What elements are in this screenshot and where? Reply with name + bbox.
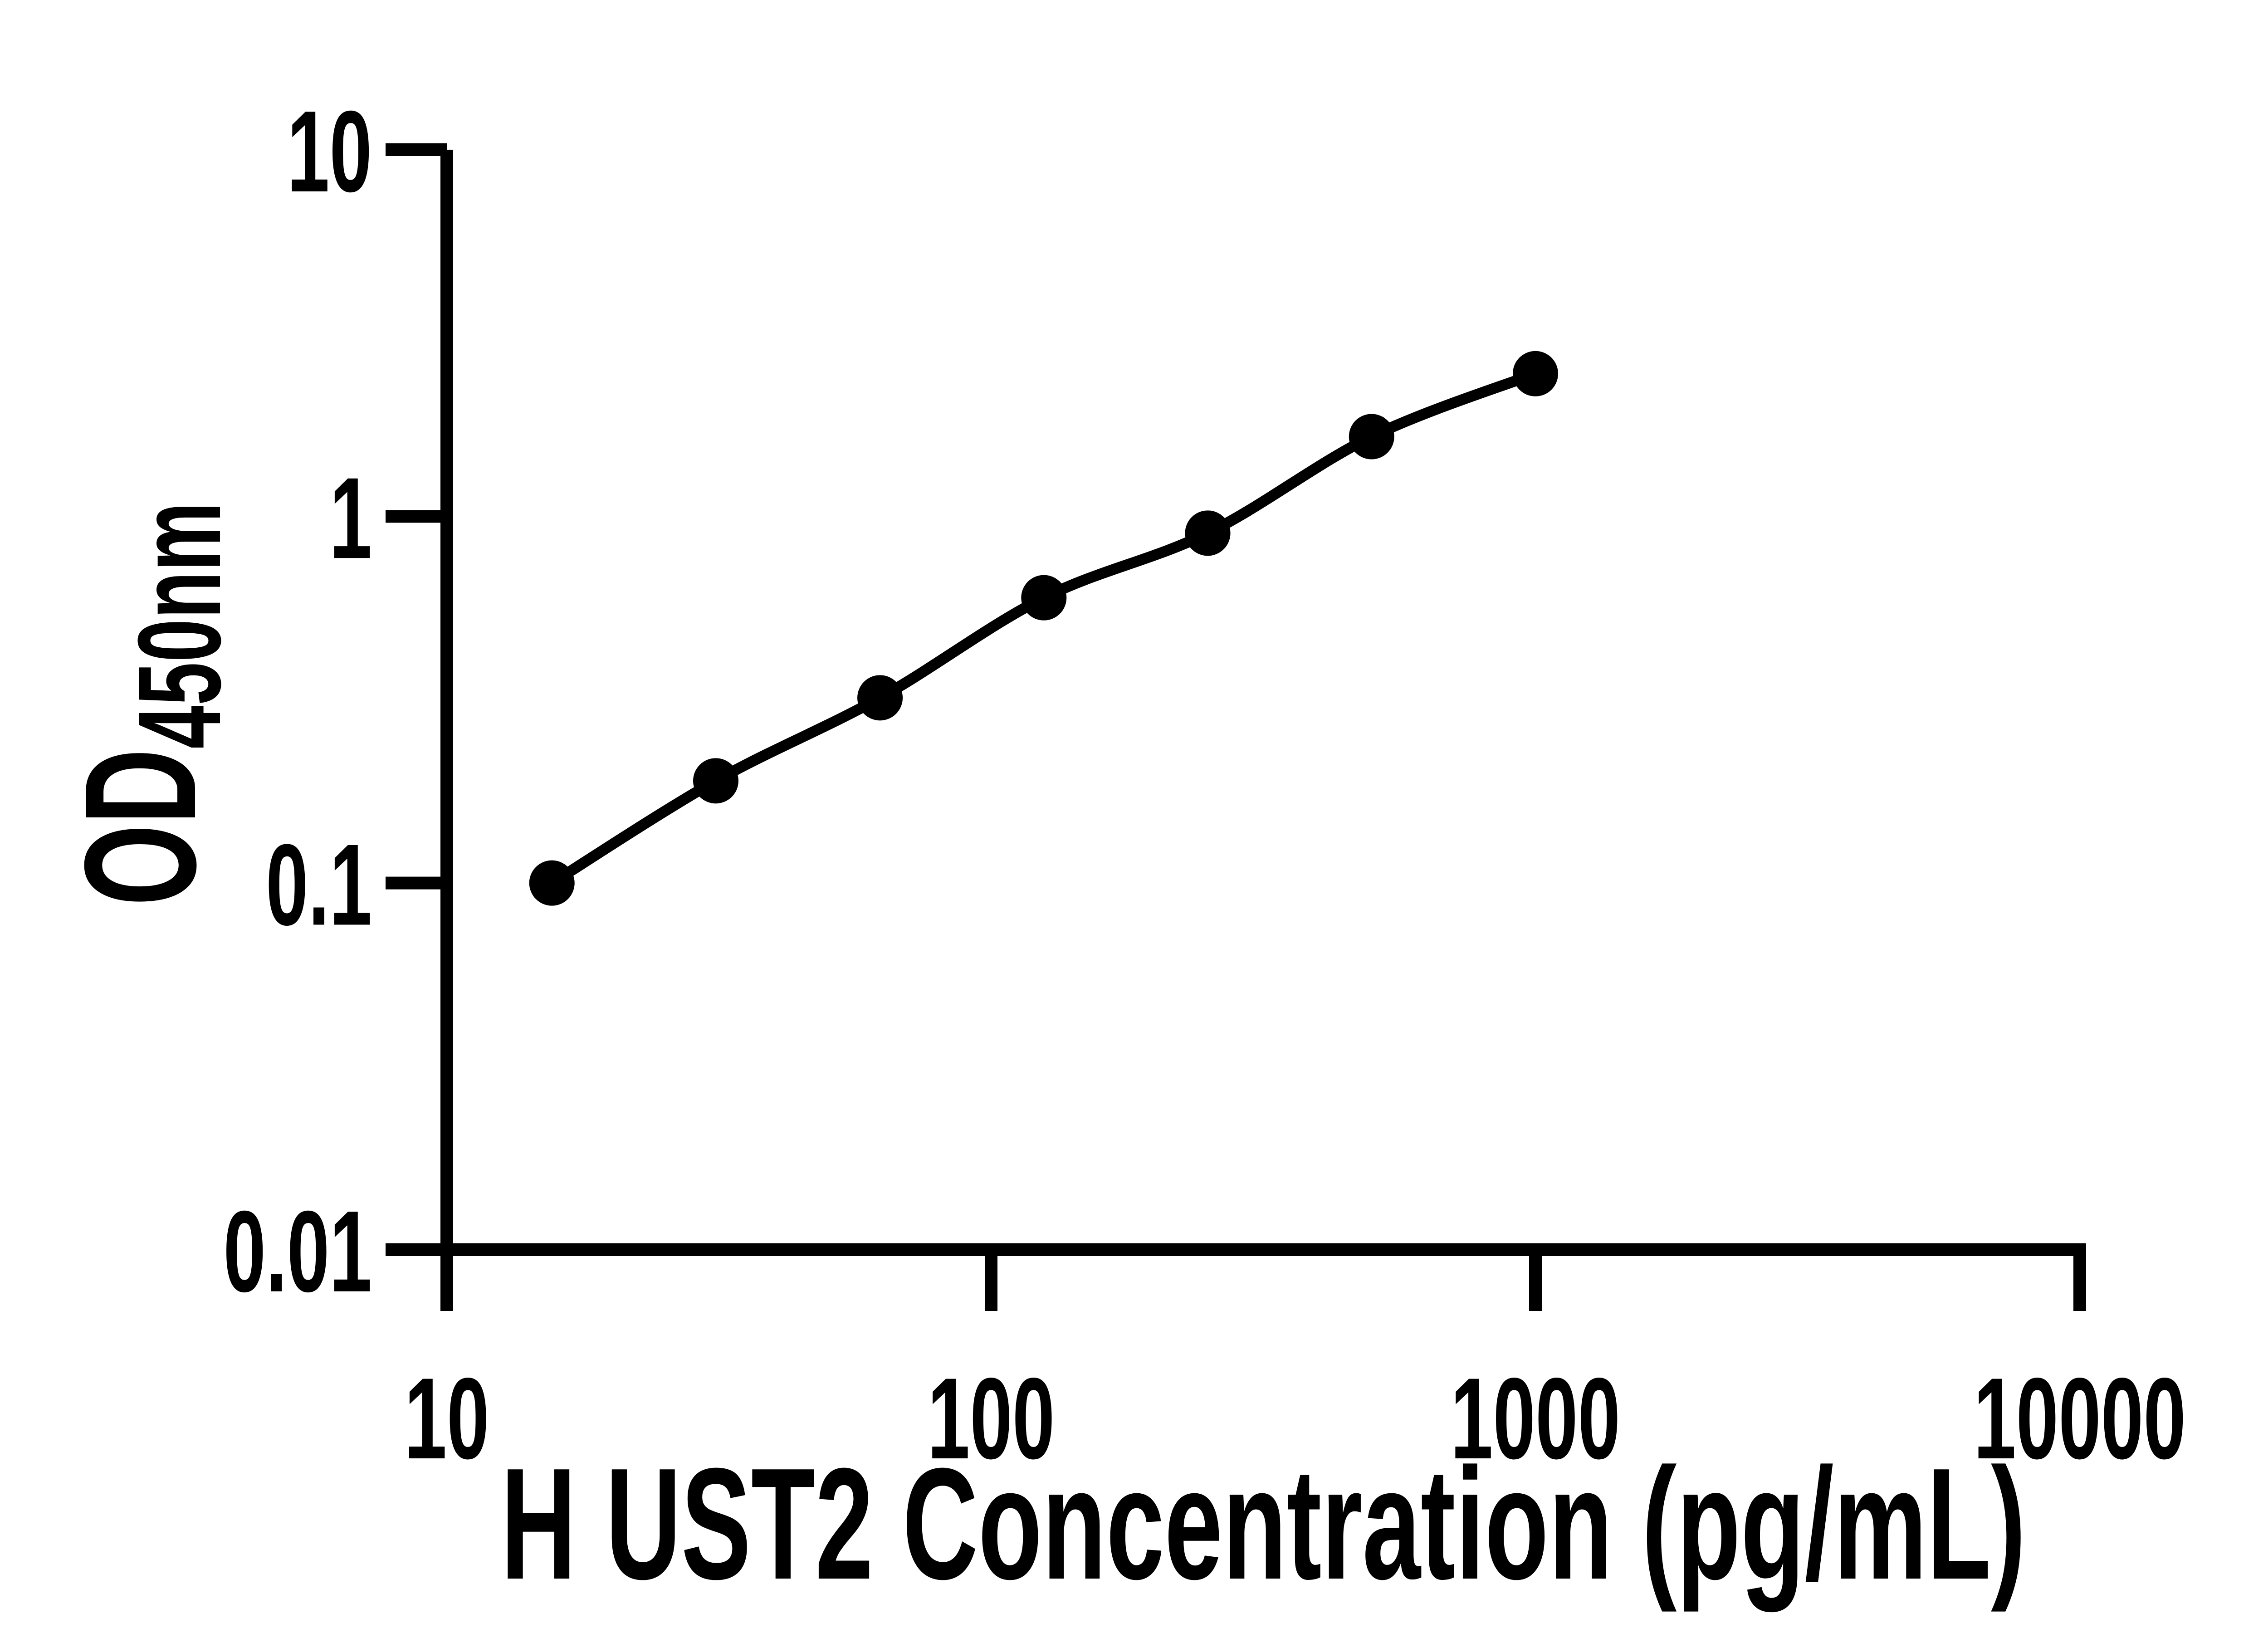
- x-axis-title: H UST2 Concentration (pg/mL): [501, 1435, 2026, 1613]
- data-point-marker: [857, 675, 903, 721]
- data-point-marker: [1513, 351, 1558, 396]
- data-point-marker: [529, 860, 575, 906]
- axes: [440, 150, 2086, 1256]
- series-standard-curve: [529, 351, 1558, 906]
- y-tick-label: 10: [287, 86, 372, 216]
- data-point-marker: [693, 758, 738, 804]
- y-tick-label: 0.01: [223, 1186, 372, 1316]
- x-tick-label: 10: [404, 1354, 489, 1483]
- data-point-marker: [1021, 575, 1067, 621]
- x-axis-ticks: [440, 1250, 2086, 1311]
- y-axis-title-subscript: 450nm: [113, 502, 245, 749]
- series-data-points: [529, 351, 1558, 906]
- y-axis-title: OD450nm: [52, 502, 245, 906]
- y-tick-label: 1: [329, 453, 372, 583]
- x-tick-label: 1000: [1451, 1354, 1620, 1483]
- x-axis-tick-labels: 10 100 1000 10000: [404, 1354, 2186, 1483]
- y-tick-label: 0.1: [266, 820, 372, 949]
- y-axis-tick-labels: 10 1 0.1 0.01: [223, 86, 372, 1316]
- data-point-marker: [1349, 414, 1394, 460]
- data-point-marker: [1185, 510, 1231, 556]
- x-tick-label: 10000: [1974, 1354, 2186, 1483]
- x-tick-label: 100: [928, 1354, 1055, 1483]
- y-axis-title-main: OD: [52, 749, 229, 906]
- y-axis-ticks: [386, 143, 447, 1256]
